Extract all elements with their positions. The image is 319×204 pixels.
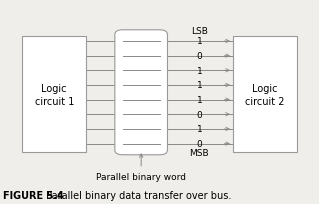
- Text: Parallel binary data transfer over bus.: Parallel binary data transfer over bus.: [46, 191, 232, 201]
- Text: LSB: LSB: [191, 27, 208, 36]
- Text: 1: 1: [197, 37, 202, 46]
- Text: Logic
circuit 1: Logic circuit 1: [34, 83, 74, 106]
- Text: 0: 0: [197, 139, 202, 148]
- Bar: [22, 37, 86, 152]
- Text: FIGURE 5.4: FIGURE 5.4: [3, 191, 64, 201]
- Text: 1: 1: [197, 67, 202, 75]
- Text: 1: 1: [197, 125, 202, 134]
- Text: Logic
circuit 2: Logic circuit 2: [245, 83, 285, 106]
- Text: MSB: MSB: [189, 148, 209, 157]
- Bar: [233, 37, 297, 152]
- Text: Parallel binary word: Parallel binary word: [96, 172, 186, 181]
- Text: 0: 0: [197, 52, 202, 61]
- Text: 1: 1: [197, 81, 202, 90]
- Text: 1: 1: [197, 96, 202, 105]
- Text: 0: 0: [197, 110, 202, 119]
- FancyBboxPatch shape: [115, 31, 167, 155]
